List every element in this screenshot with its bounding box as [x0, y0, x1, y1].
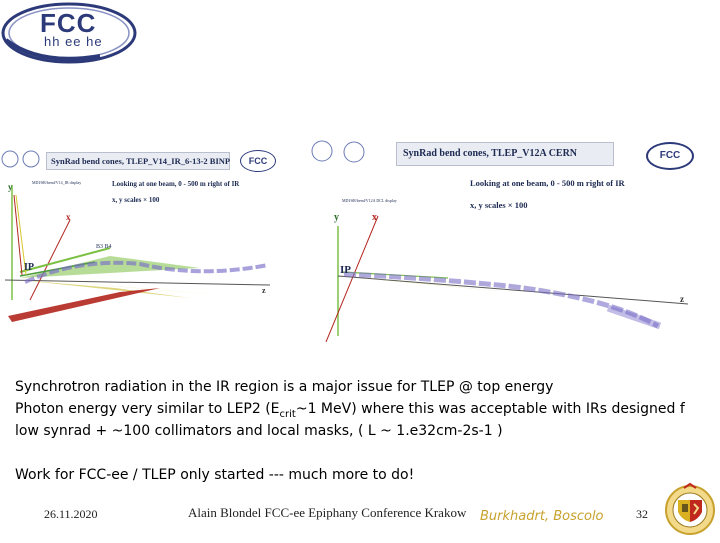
text-line-1: Synchrotron radiation in the IR region i…: [15, 379, 554, 395]
page-number: 32: [636, 507, 648, 521]
left-panel-x-label: x: [66, 212, 71, 222]
right-panel-ip-label: IP: [340, 264, 351, 276]
slide-text-block: Synchrotron radiation in the IR region i…: [15, 376, 720, 486]
footer-date: 26.11.2020: [44, 507, 98, 521]
right-panel-y-label: y: [334, 212, 339, 223]
right-panel-fcc-logo: FCC: [646, 142, 694, 170]
text-line-2-subscript: crit: [279, 408, 296, 420]
logo-sub-text: hh ee he: [44, 34, 103, 49]
university-crest-icon: [664, 482, 716, 538]
left-panel-bend-labels: B3 B4: [96, 244, 112, 250]
text-line-2-start: Photon energy very similar to LEP2 (E: [15, 401, 280, 417]
left-panel-z-label: z: [262, 286, 266, 295]
text-spacer: [15, 442, 720, 464]
left-panel-caption: MDI/SR/bend/V14_IR display: [32, 180, 82, 185]
left-panel-note-1: Looking at one beam, 0 - 500 m right of …: [112, 180, 240, 188]
text-line-4: Work for FCC-ee / TLEP only started --- …: [15, 467, 415, 483]
right-panel-note-2: x, y scales × 100: [470, 200, 528, 210]
footer-center-text: Alain Blondel FCC-ee Epiphany Conference…: [188, 505, 467, 520]
right-panel-title: SynRad bend cones, TLEP_V12A CERN: [396, 142, 614, 166]
left-panel-note-2: x, y scales × 100: [112, 196, 160, 204]
text-line-2-end: ~1 MeV) where this was acceptable with I…: [295, 401, 685, 417]
left-panel-fcc-logo: FCC: [240, 150, 276, 172]
left-panel-title: SynRad bend cones, TLEP_V14_IR_6-13-2 BI…: [46, 152, 230, 170]
right-panel-z-label: z: [680, 294, 684, 304]
logo-main-text: FCC: [40, 8, 97, 38]
left-panel-ip-label: IP: [24, 262, 34, 273]
right-figure-panel: SynRad bend cones, TLEP_V12A CERN FCC Lo…: [308, 136, 720, 342]
right-panel-x-label: x: [372, 212, 377, 223]
fcc-logo: FCC hh ee he: [0, 0, 138, 64]
text-line-3: low synrad + ~100 collimators and local …: [15, 423, 503, 439]
left-panel-y-label: y: [8, 182, 13, 192]
right-panel-note-1: Looking at one beam, 0 - 500 m right of …: [470, 178, 625, 188]
left-figure-panel: SynRad bend cones, TLEP_V14_IR_6-13-2 BI…: [0, 140, 290, 340]
text-line-2: Photon energy very similar to LEP2 (Ecri…: [15, 398, 720, 420]
footer-authors: Burkhadrt, Boscolo: [480, 509, 604, 524]
right-panel-caption: MDI/SR/bend/V12A DCL display: [342, 198, 397, 203]
